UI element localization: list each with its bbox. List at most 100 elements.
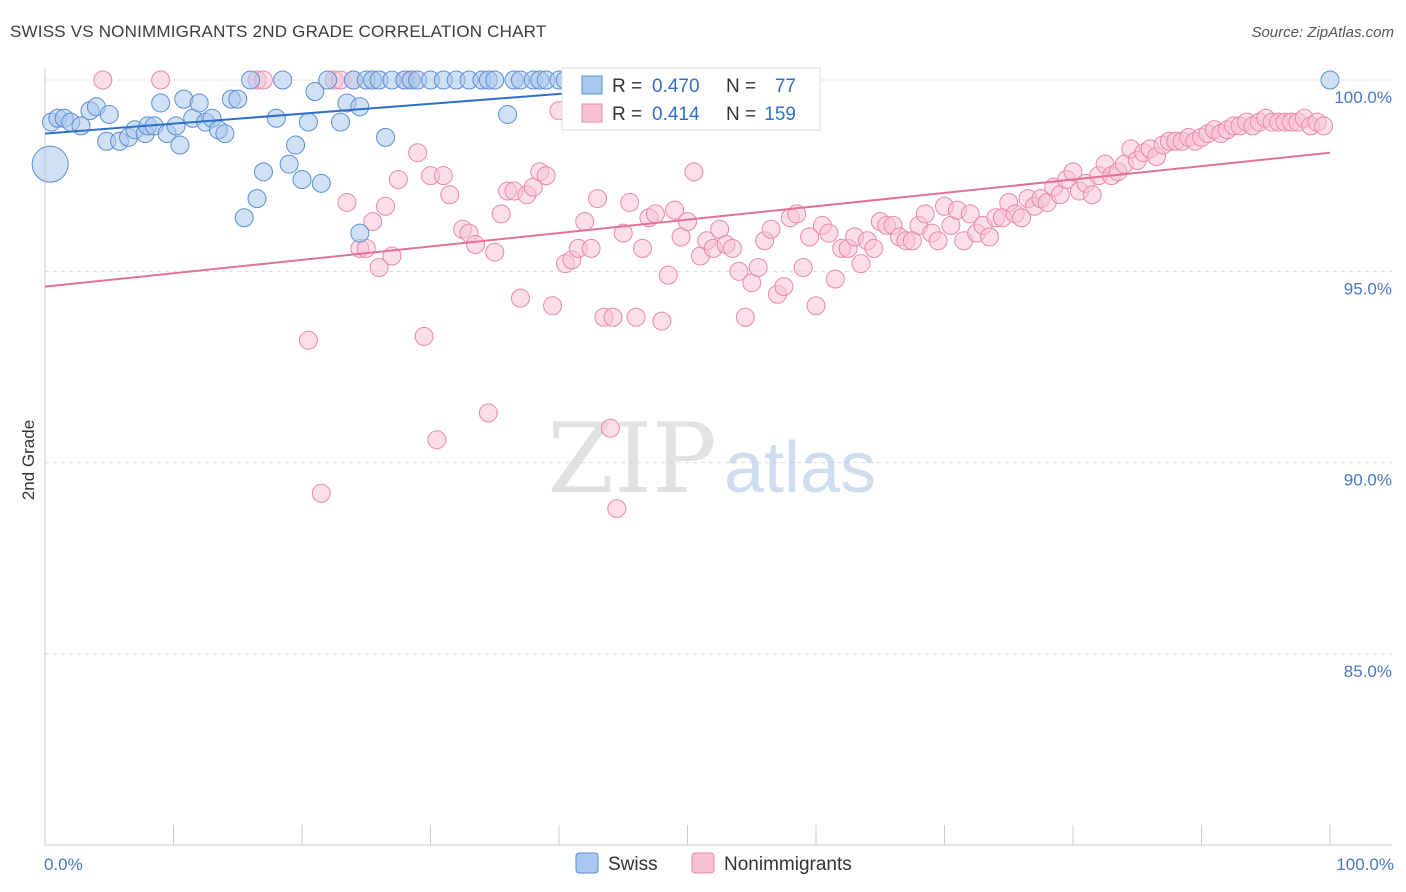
swiss-point-45 (350, 97, 370, 117)
nonimmigrants-point-53 (633, 238, 653, 258)
nonimmigrants-point-5 (311, 483, 331, 503)
nonimmigrants-point-80 (806, 296, 826, 316)
swiss-point-61 (485, 70, 505, 90)
nonimmigrants-points (93, 70, 1334, 519)
legend-swatch-nonimmigrants (581, 103, 603, 123)
y-tick-label-2: 90.0% (1344, 471, 1392, 490)
nonimmigrants-point-61 (684, 162, 704, 182)
nonimmigrants-trend-line (44, 151, 1331, 288)
nonimmigrants-point-49 (607, 499, 627, 519)
swiss-point-50 (376, 127, 396, 147)
nonimmigrants-point-79 (800, 227, 820, 247)
swiss-point-34 (273, 70, 293, 90)
series-legend-swatch-swiss (575, 852, 599, 874)
swiss-point-39 (305, 81, 325, 101)
legend-n-value-nonimmigrants: 159 (764, 104, 796, 125)
swiss-point-0 (31, 145, 69, 183)
nonimmigrants-point-29 (485, 242, 505, 262)
nonimmigrants-point-3 (298, 330, 318, 350)
swiss-point-47 (350, 223, 370, 243)
swiss-point-40 (311, 173, 331, 193)
nonimmigrants-point-104 (960, 204, 980, 224)
swiss-point-16 (151, 93, 171, 113)
nonimmigrants-point-30 (491, 204, 511, 224)
y-tick-label-3: 85.0% (1344, 662, 1392, 681)
series-legend-label-nonimmigrants: Nonimmigrants (724, 854, 852, 875)
legend-n-value-swiss: 77 (775, 76, 796, 97)
swiss-point-36 (286, 135, 306, 155)
nonimmigrants-point-123 (1082, 185, 1102, 205)
x-tick-label-min: 0.0% (44, 855, 83, 874)
y-tick-label-1: 95.0% (1344, 279, 1392, 298)
nonimmigrants-point-20 (414, 326, 434, 346)
legend-r-value-swiss: 0.470 (652, 76, 700, 97)
nonimmigrants-point-45 (588, 189, 608, 209)
nonimmigrants-point-120 (1063, 162, 1083, 182)
nonimmigrants-point-23 (433, 166, 453, 186)
swiss-point-38 (298, 112, 318, 132)
nonimmigrants-point-44 (581, 238, 601, 258)
nonimmigrants-point-47 (600, 418, 620, 438)
watermark-zip: ZIP (547, 403, 716, 515)
nonimmigrants-point-60 (678, 212, 697, 232)
nonimmigrants-point-68 (729, 261, 749, 281)
nonimmigrants-point-112 (1012, 208, 1032, 228)
series-legend-label-swiss: Swiss (608, 854, 658, 875)
swiss-point-22 (189, 93, 209, 113)
nonimmigrants-point-28 (478, 403, 498, 423)
legend-swatch-swiss (581, 75, 603, 95)
y-tick-label-0: 100.0% (1334, 88, 1392, 107)
nonimmigrants-point-33 (510, 288, 530, 308)
chart-title: SWISS VS NONIMMIGRANTS 2ND GRADE CORRELA… (10, 22, 547, 41)
nonimmigrants-point-50 (613, 223, 633, 243)
series-legend-swatch-nonimmigrants (691, 852, 715, 874)
nonimmigrants-point-89 (864, 238, 884, 258)
nonimmigrants-point-99 (928, 231, 948, 251)
nonimmigrants-point-55 (645, 204, 665, 224)
swiss-point-76 (1320, 70, 1340, 90)
swiss-point-31 (247, 189, 267, 209)
swiss-point-30 (241, 70, 261, 90)
nonimmigrants-point-58 (665, 200, 685, 220)
nonimmigrants-point-87 (851, 254, 871, 274)
nonimmigrants-point-14 (376, 196, 396, 216)
swiss-point-28 (228, 89, 248, 109)
nonimmigrants-point-56 (652, 311, 672, 331)
nonimmigrants-point-38 (543, 296, 563, 316)
swiss-point-42 (331, 112, 351, 132)
x-tick-label-max: 100.0% (1336, 855, 1394, 874)
watermark-atlas: atlas (724, 428, 876, 508)
swiss-point-29 (234, 208, 254, 228)
swiss-point-32 (253, 162, 273, 182)
nonimmigrants-point-48 (603, 307, 623, 327)
swiss-point-18 (166, 116, 186, 136)
nonimmigrants-point-22 (427, 430, 447, 450)
nonimmigrants-point-67 (722, 238, 742, 258)
nonimmigrants-point-57 (658, 265, 678, 285)
legend-n-label-swiss: N = (726, 76, 756, 97)
nonimmigrants-point-73 (761, 219, 781, 239)
swiss-point-37 (292, 169, 312, 189)
nonimmigrants-point-78 (793, 258, 813, 278)
nonimmigrants-point-83 (825, 269, 845, 289)
series-legend: Swiss Nonimmigrants (575, 852, 852, 875)
swiss-point-26 (215, 124, 235, 144)
nonimmigrants-point-27 (465, 235, 485, 255)
legend-r-label-nonimmigrants: R = (612, 104, 642, 125)
swiss-point-35 (279, 154, 299, 174)
nonimmigrants-point-37 (536, 166, 556, 186)
swiss-point-33 (266, 108, 286, 128)
axes (44, 68, 1392, 846)
nonimmigrants-point-1 (151, 70, 171, 90)
chart-source: Source: ZipAtlas.com (1251, 24, 1394, 41)
swiss-point-62 (498, 104, 518, 124)
nonimmigrants-point-13 (369, 258, 389, 278)
nonimmigrants-point-16 (388, 169, 408, 189)
nonimmigrants-point-9 (337, 192, 357, 212)
swiss-point-8 (99, 104, 119, 124)
nonimmigrants-point-43 (575, 212, 595, 232)
nonimmigrants-point-71 (748, 258, 768, 278)
y-axis-title: 2nd Grade (19, 420, 38, 500)
nonimmigrants-point-52 (626, 307, 646, 327)
